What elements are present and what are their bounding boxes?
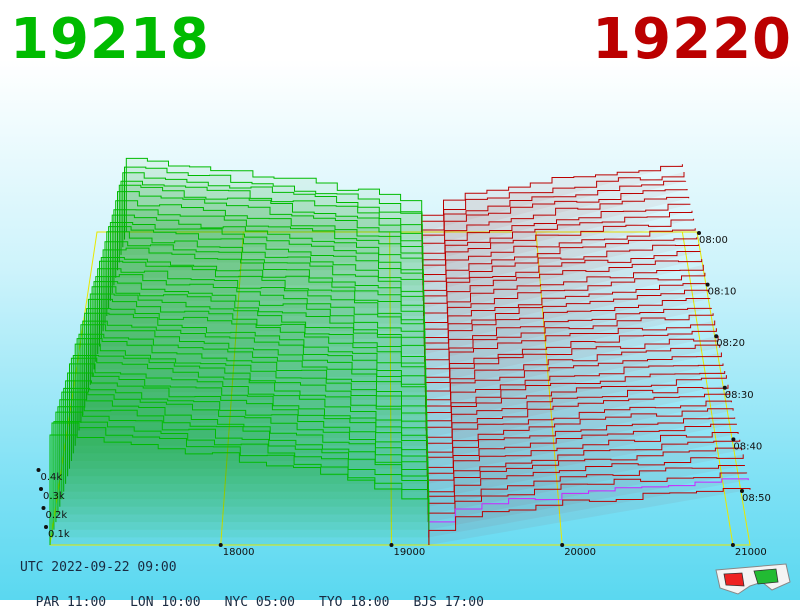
- ask-depth-line: [427, 439, 741, 500]
- x-tick-dot: [218, 543, 223, 547]
- utc-time: UTC 2022-09-22 09:00: [20, 560, 177, 575]
- clock-london: LON 10:00: [130, 595, 201, 610]
- world-clocks: PAR 11:00 LON 10:00 NYC 05:00 TYO 18:00 BJS …: [20, 580, 508, 610]
- x-tick-label: 20000: [564, 547, 596, 558]
- time-tick-label: 08:50: [742, 493, 771, 504]
- ask-depth-line: [424, 307, 712, 370]
- time-tick-dot: [697, 231, 701, 235]
- axis-ticks: 18000 19000 20000 21000 0.1k 0.2k 0.3k 0.4k 08:0…: [36, 231, 771, 558]
- x-tick-label: 18000: [223, 547, 255, 558]
- ask-depth-line: [427, 454, 744, 515]
- bid-depth-line: [95, 274, 426, 362]
- time-tick-label: 08:40: [733, 441, 762, 452]
- clock-beijing: BJS 17:00: [413, 595, 484, 610]
- y-tick-dot: [41, 506, 46, 510]
- bid-depth-line: [100, 257, 425, 339]
- x-tick-dot: [389, 543, 394, 547]
- ask-depth-line: [425, 352, 722, 416]
- time-tick-dot: [740, 489, 744, 493]
- time-tick-label: 08:00: [699, 235, 728, 246]
- y-tick-label: 0.3k: [43, 491, 65, 502]
- ask-depth-line: [423, 264, 704, 332]
- time-tick-dot: [731, 437, 736, 442]
- ask-depth-line: [425, 375, 727, 439]
- ask-depth-line: [424, 313, 714, 377]
- bid-depth-line: [55, 411, 429, 523]
- ask-depth-line: [422, 218, 695, 286]
- time-tick-label: 08:30: [725, 390, 754, 401]
- best-ask-price: 19220: [592, 7, 792, 72]
- ask-depth-line: [425, 363, 724, 423]
- bid-depth-line: [49, 434, 430, 545]
- bid-depth-line: [102, 247, 425, 332]
- x-tick-label: 21000: [735, 547, 767, 558]
- best-bid-price: 19218: [10, 7, 210, 72]
- ask-depth-line: [426, 391, 731, 454]
- y-tick-dot: [44, 525, 48, 529]
- clock-tokyo: TYO 18:00: [319, 595, 390, 610]
- ask-depth-line: [422, 210, 693, 278]
- ask-depth-line: [426, 417, 736, 477]
- ask-depth-line: [427, 432, 739, 492]
- ask-depth-line: [427, 447, 742, 507]
- ask-depth-line: [422, 237, 698, 301]
- ask-depth-line: [425, 371, 726, 431]
- y-tick-dot: [36, 468, 41, 472]
- ask-depth-line: [423, 272, 706, 339]
- ask-depth-line: [421, 196, 690, 263]
- time-tick-label: 08:20: [716, 338, 745, 349]
- ask-depth-line: [423, 283, 707, 347]
- ask-depth-line: [427, 423, 737, 484]
- bid-depth-line: [104, 241, 425, 324]
- 3d-glasses-icon[interactable]: [712, 560, 792, 596]
- bid-depth-line: [53, 421, 429, 530]
- y-tick-label: 0.4k: [41, 472, 63, 483]
- x-tick-label: 19000: [393, 547, 425, 558]
- bid-depth-line: [70, 357, 428, 461]
- grid-line-price: [389, 231, 392, 546]
- y-tick-label: 0.1k: [48, 529, 70, 540]
- clock-paris: PAR 11:00: [35, 595, 107, 610]
- ask-depth-line: [426, 384, 729, 446]
- ask-depth-line: [424, 320, 716, 385]
- ask-depth-line: [421, 180, 687, 248]
- ask-depth-line: [421, 189, 688, 255]
- time-tick-label: 08:10: [708, 287, 737, 298]
- depth-ribbons: [49, 157, 751, 545]
- ask-depth-line: [424, 298, 711, 362]
- depth-chart: 18000 19000 20000 21000 0.1k 0.2k 0.3k 0.4k 08:0…: [36, 157, 771, 558]
- ask-depth-line: [422, 203, 691, 271]
- ask-depth-line: [421, 172, 685, 240]
- ask-depth-line: [428, 488, 751, 545]
- grid-line-price: [220, 231, 244, 546]
- bid-depth-line: [108, 226, 424, 309]
- grid-line-price: [535, 231, 563, 546]
- y-tick-dot: [39, 487, 43, 491]
- x-tick-dot: [730, 543, 735, 547]
- ask-depth-line: [424, 289, 709, 355]
- x-tick-dot: [560, 543, 565, 547]
- ask-depth-line: [424, 328, 717, 393]
- bid-depth-line: [115, 200, 424, 278]
- y-tick-label: 0.2k: [46, 510, 68, 521]
- bid-depth-line: [125, 157, 423, 232]
- time-tick-dot: [722, 385, 727, 390]
- bid-depth-line: [86, 308, 427, 400]
- time-tick-dot: [705, 282, 710, 287]
- time-tick-dot: [714, 334, 719, 339]
- ask-depth-line: [423, 259, 703, 324]
- clock-new-york: NYC 05:00: [224, 595, 296, 610]
- ask-depth-line: [422, 228, 696, 294]
